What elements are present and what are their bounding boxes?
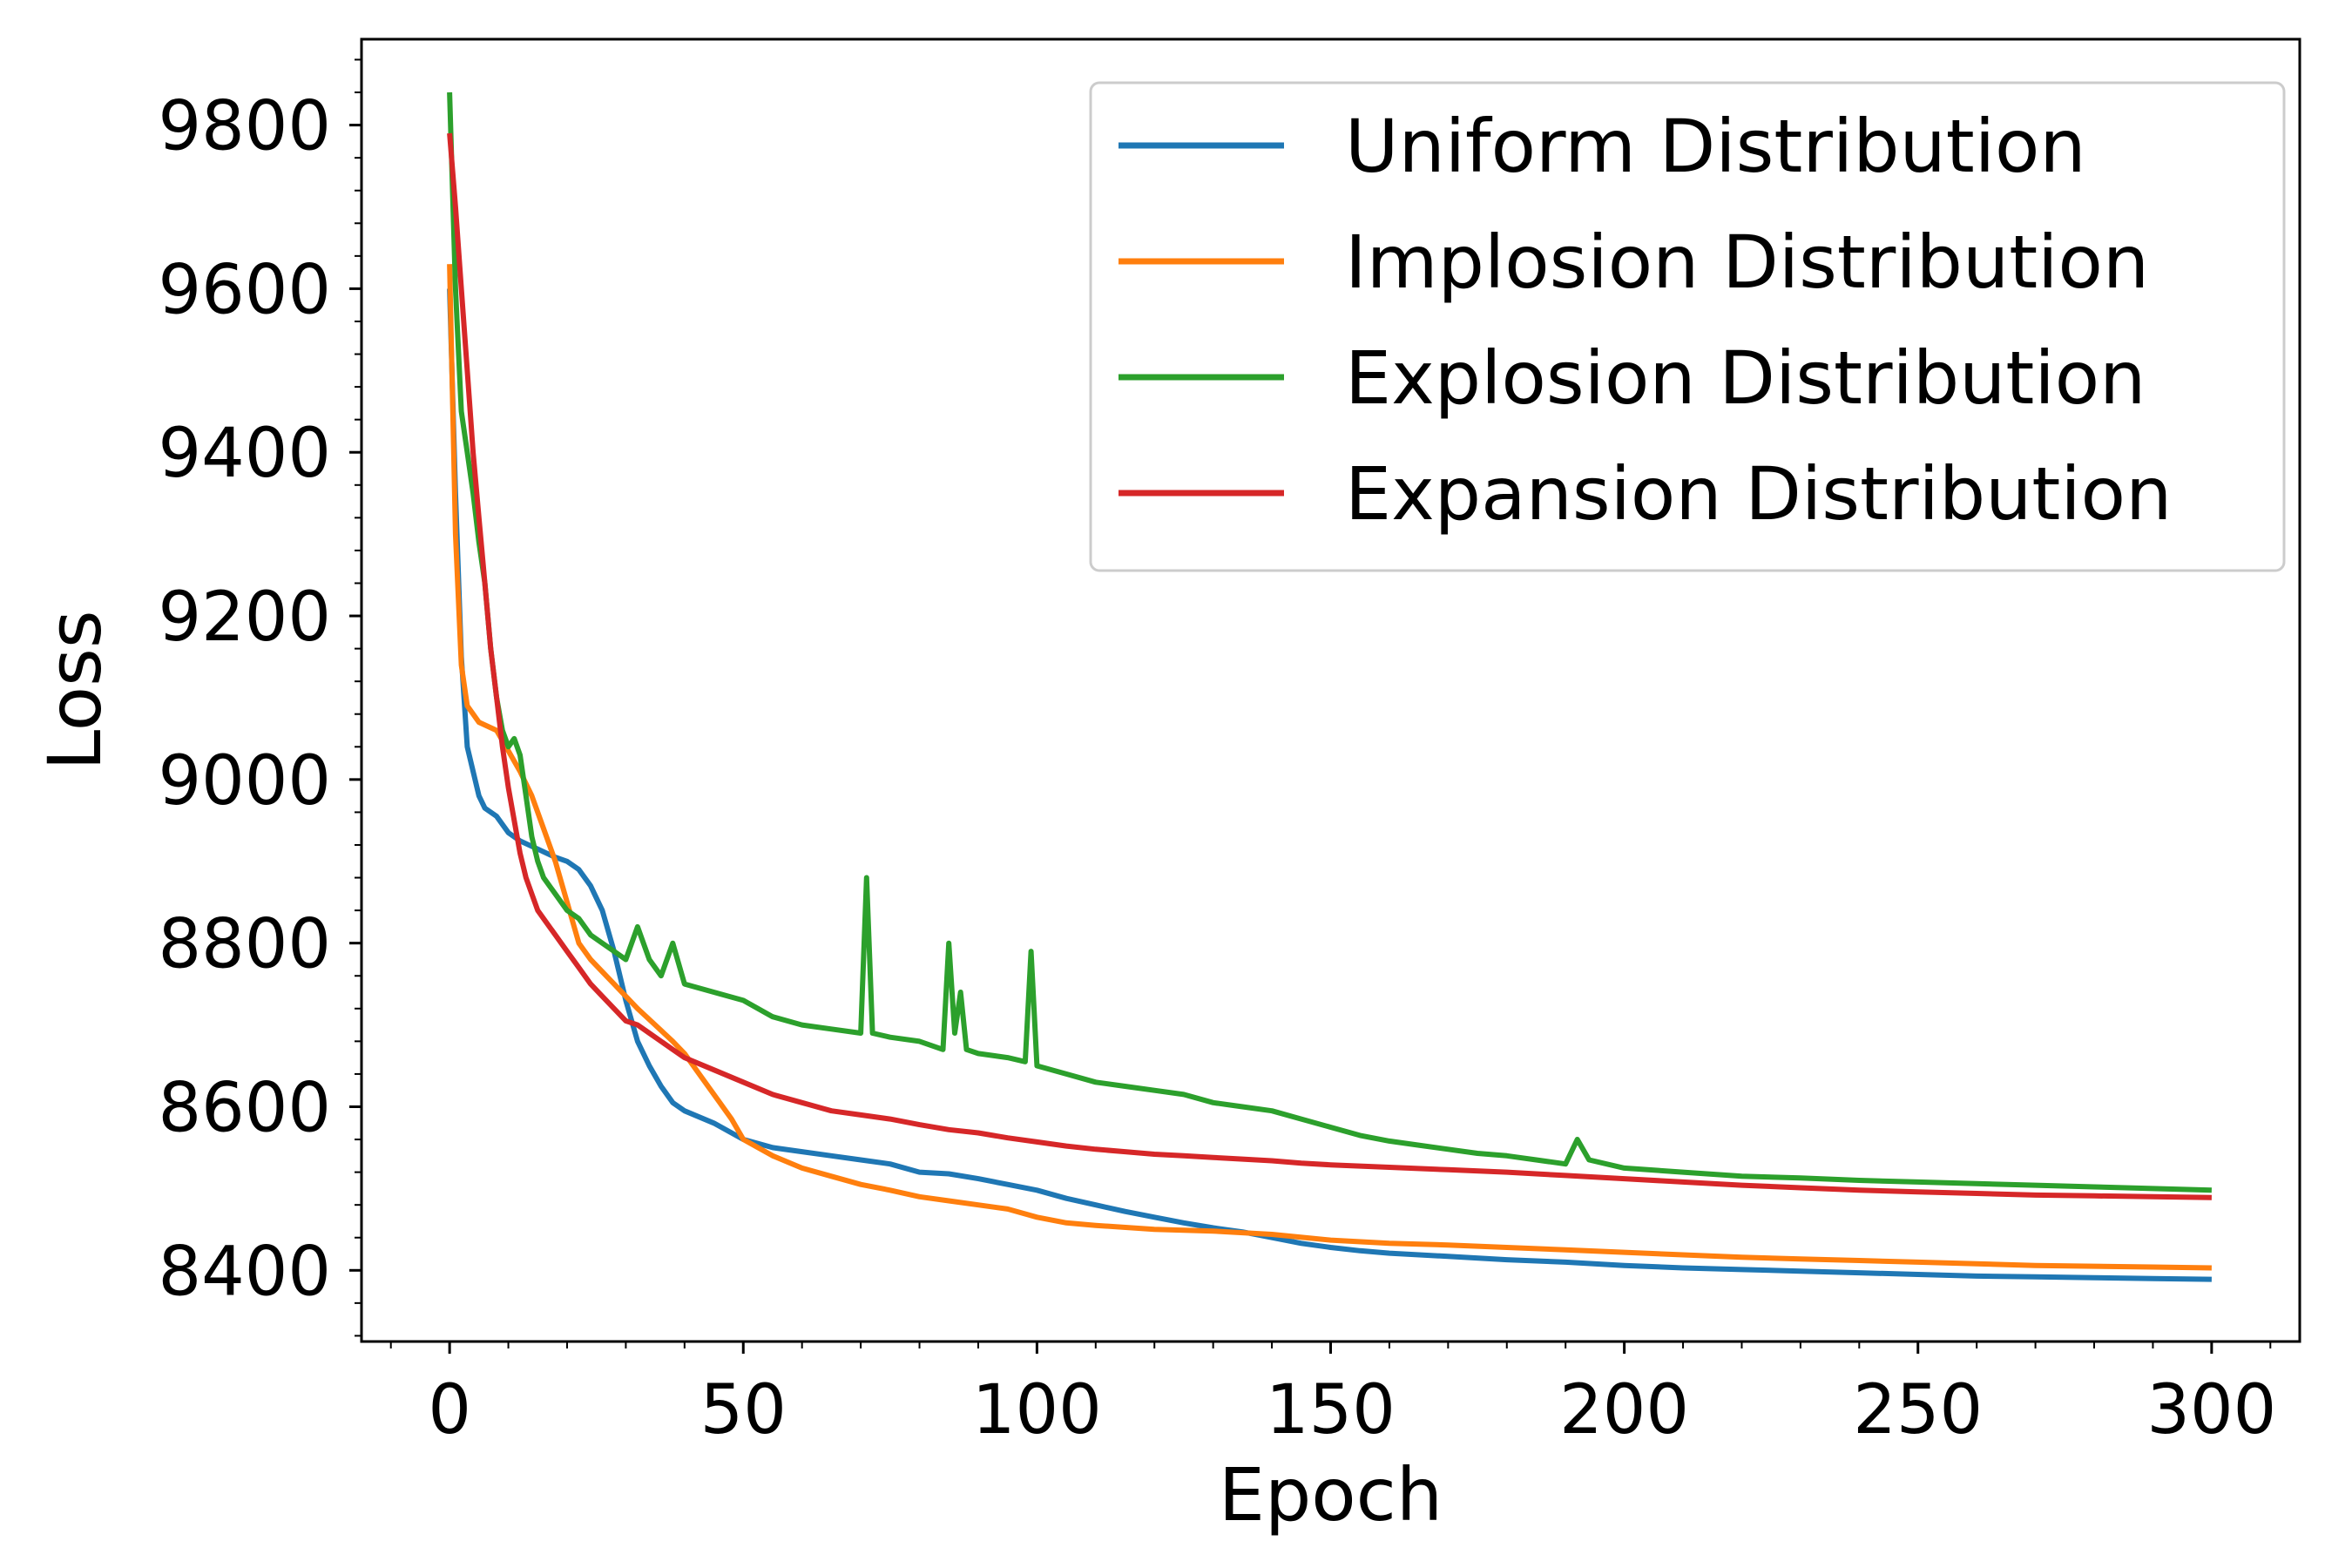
legend-label: Expansion Distribution <box>1345 451 2172 537</box>
legend-label: Uniform Distribution <box>1345 104 2086 189</box>
y-tick-label: 8800 <box>158 906 331 984</box>
y-tick-label: 9400 <box>158 415 331 493</box>
x-tick-label: 0 <box>428 1371 471 1450</box>
x-tick-label: 300 <box>2146 1371 2276 1450</box>
y-tick-label: 9600 <box>158 251 331 329</box>
series-line-uniform-distribution <box>447 288 2212 1282</box>
y-tick-label: 8600 <box>158 1069 331 1147</box>
x-tick-label: 150 <box>1266 1371 1396 1450</box>
y-axis-label: Loss <box>32 610 118 770</box>
plot-area <box>360 37 2301 1343</box>
legend-label: Explosion Distribution <box>1345 335 2146 421</box>
series-line-implosion-distribution <box>447 264 2212 1271</box>
series-line-explosion-distribution <box>447 91 2212 1193</box>
series-line-expansion-distribution <box>447 132 2212 1200</box>
y-tick-label: 8400 <box>158 1233 331 1311</box>
series-lines <box>447 91 2212 1282</box>
y-tick-label: 9800 <box>158 88 331 166</box>
x-axis-label: Epoch <box>1219 1452 1443 1538</box>
x-tick-label: 50 <box>700 1371 787 1450</box>
axis-ticks: 0 50 100 150 200 250 300 8400 8600 8800 9000 9200 94… <box>158 58 2276 1450</box>
legend-box <box>1089 81 2286 572</box>
x-tick-label: 100 <box>972 1371 1102 1450</box>
x-tick-label: 250 <box>1853 1371 1983 1450</box>
y-tick-label: 9000 <box>158 742 331 821</box>
legend-label: Implosion Distribution <box>1345 220 2149 305</box>
legend: Uniform Distribution Implosion Distributi… <box>1089 81 2286 572</box>
y-tick-label: 9200 <box>158 578 331 657</box>
x-tick-label: 200 <box>1559 1371 1689 1450</box>
